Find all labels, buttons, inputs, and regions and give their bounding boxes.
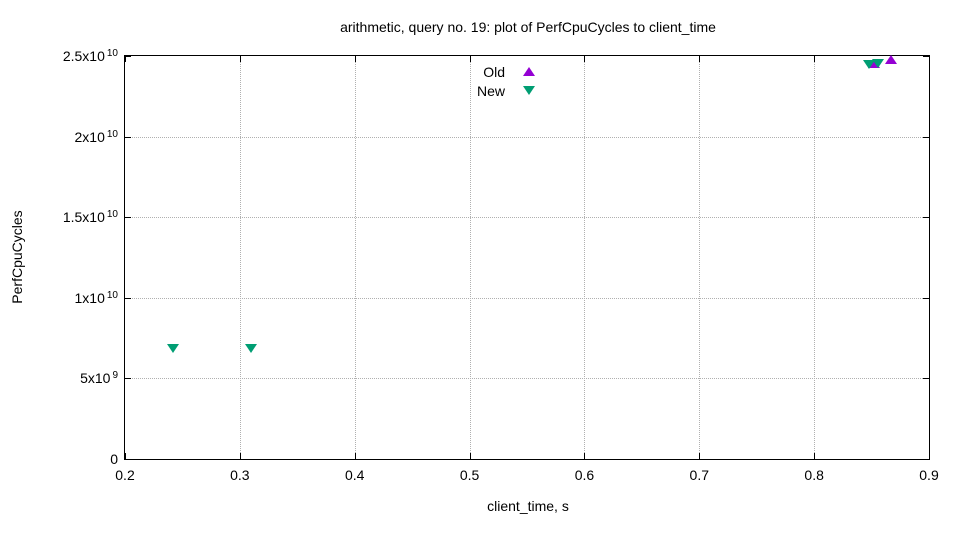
x-tick-mark bbox=[814, 453, 816, 459]
x-tick-mark bbox=[584, 56, 586, 62]
legend-marker-box bbox=[505, 67, 553, 76]
data-point-new bbox=[872, 59, 885, 69]
data-point-new bbox=[167, 343, 180, 353]
y-tick-mark bbox=[923, 378, 929, 380]
x-tick-label: 0.7 bbox=[689, 467, 710, 483]
y-gridline bbox=[125, 378, 929, 380]
x-tick-mark bbox=[929, 453, 930, 459]
y-tick-mark bbox=[125, 459, 131, 460]
x-tick-mark bbox=[929, 56, 930, 62]
y-tick-label: 2x10 10 bbox=[74, 128, 118, 145]
x-tick-mark bbox=[699, 56, 701, 62]
legend-row: New bbox=[443, 81, 553, 100]
x-tick-label: 0.2 bbox=[115, 467, 135, 483]
y-tick-label: 1.5x10 10 bbox=[62, 209, 118, 226]
y-tick-label: 5x10 9 bbox=[80, 370, 118, 387]
y-tick-mark bbox=[923, 56, 929, 57]
x-tick-label: 0.8 bbox=[804, 467, 824, 483]
legend-row: Old bbox=[443, 62, 553, 81]
x-tick-label: 0.9 bbox=[919, 467, 939, 483]
y-axis-label: PerfCpuCycles bbox=[9, 210, 25, 304]
y-tick-label: 1x10 10 bbox=[74, 289, 118, 306]
legend-label-new: New bbox=[476, 82, 505, 99]
legend-marker-box bbox=[505, 86, 553, 95]
x-tick-mark bbox=[699, 453, 701, 459]
x-tick-mark bbox=[469, 453, 471, 459]
y-tick-label: 2.5x10 10 bbox=[62, 48, 118, 64]
y-tick-mark bbox=[125, 378, 131, 380]
legend-marker-new-triangle-icon bbox=[523, 86, 535, 95]
x-gridline bbox=[699, 56, 701, 459]
x-gridline bbox=[239, 56, 241, 459]
data-point-old bbox=[885, 54, 898, 64]
y-tick-mark bbox=[923, 297, 929, 299]
legend: Old New bbox=[443, 62, 553, 100]
x-tick-label: 0.4 bbox=[344, 467, 365, 483]
y-gridline bbox=[125, 297, 929, 299]
y-tick-label: 0 bbox=[110, 451, 118, 467]
x-tick-mark bbox=[354, 453, 356, 459]
x-tick-label: 0.3 bbox=[230, 467, 250, 483]
y-tick-mark bbox=[125, 56, 131, 57]
y-tick-mark bbox=[923, 136, 929, 138]
x-gridline bbox=[814, 56, 816, 459]
y-tick-mark bbox=[125, 217, 131, 219]
x-gridline bbox=[354, 56, 356, 459]
y-tick-mark bbox=[125, 297, 131, 299]
legend-label-old: Old bbox=[483, 63, 505, 80]
plot-area: Old New bbox=[124, 54, 930, 460]
y-tick-mark bbox=[923, 217, 929, 219]
x-tick-mark bbox=[469, 56, 471, 62]
data-point-new bbox=[245, 343, 258, 353]
x-tick-mark bbox=[584, 453, 586, 459]
legend-marker-old-triangle-icon bbox=[523, 67, 535, 76]
x-tick-mark bbox=[814, 56, 816, 62]
y-tick-mark bbox=[923, 459, 929, 460]
x-gridline bbox=[584, 56, 586, 459]
data-point-new bbox=[863, 60, 876, 70]
x-tick-label: 0.6 bbox=[574, 467, 595, 483]
x-tick-mark bbox=[239, 453, 241, 459]
x-tick-mark bbox=[239, 56, 241, 62]
x-axis-label: client_time, s bbox=[487, 498, 569, 514]
x-gridline bbox=[469, 56, 471, 459]
y-tick-mark bbox=[125, 136, 131, 138]
x-tick-mark bbox=[354, 56, 356, 62]
x-tick-mark bbox=[125, 56, 126, 62]
x-tick-label: 0.5 bbox=[459, 467, 480, 483]
y-gridline bbox=[125, 217, 929, 219]
y-gridline bbox=[125, 136, 929, 138]
x-tick-mark bbox=[125, 453, 126, 459]
chart-title: arithmetic, query no. 19: plot of PerfCp… bbox=[340, 19, 716, 35]
